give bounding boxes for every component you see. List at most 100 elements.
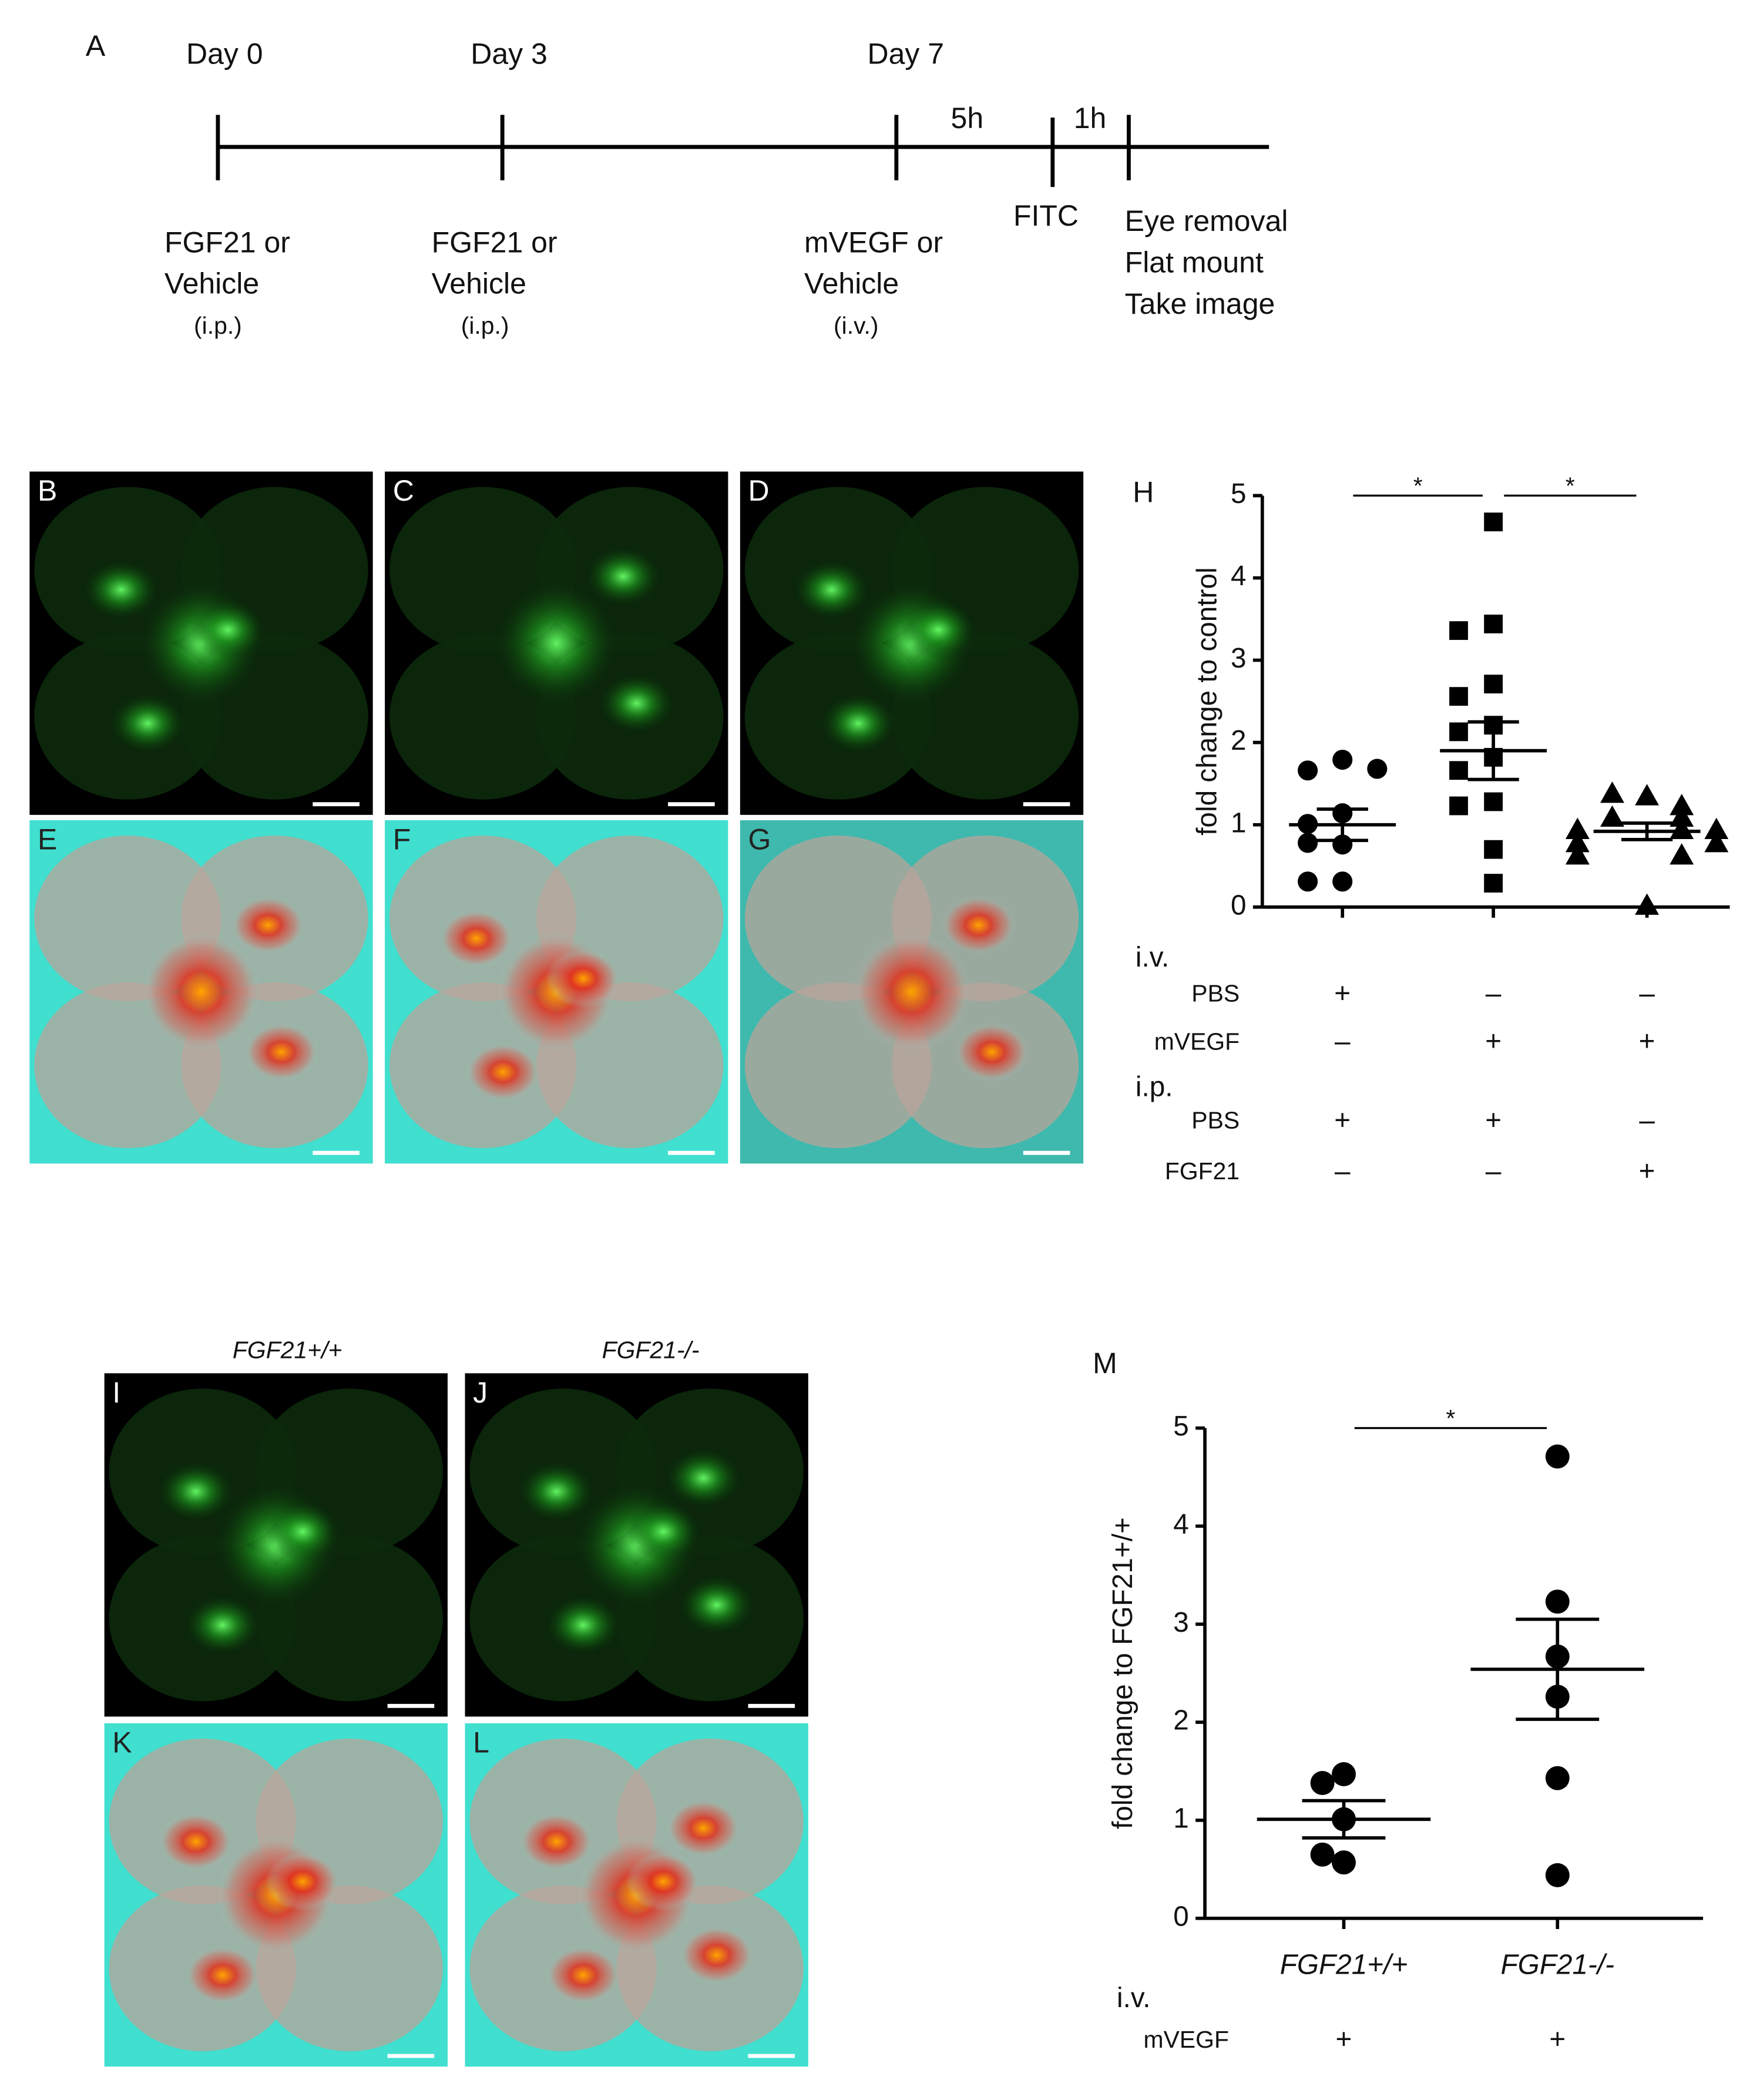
step-label: Vehicle xyxy=(804,267,899,300)
image-title: FGF21+/+ xyxy=(233,1337,342,1364)
condition-value: – xyxy=(1335,1026,1351,1057)
condition-value: + xyxy=(1334,1105,1351,1136)
vessel-signal xyxy=(821,694,896,753)
y-tick-label: 3 xyxy=(1173,1607,1189,1638)
vessel-signal xyxy=(586,547,661,606)
data-point xyxy=(1565,831,1590,853)
data-point xyxy=(1332,871,1353,892)
data-point xyxy=(1600,781,1624,803)
data-point xyxy=(1484,874,1503,893)
data-point xyxy=(1332,1850,1356,1875)
condition-group: i.v. xyxy=(1117,1982,1150,2014)
data-point xyxy=(1670,805,1694,827)
condition-label: mVEGF xyxy=(1144,2026,1229,2053)
data-point xyxy=(1298,760,1318,781)
condition-value: – xyxy=(1486,978,1502,1009)
data-point xyxy=(1565,817,1590,839)
vessel-signal xyxy=(666,1799,741,1858)
day-label: Day 7 xyxy=(867,38,944,71)
y-tick-label: 3 xyxy=(1231,643,1247,674)
retina-center xyxy=(141,931,261,1052)
y-tick-label: 0 xyxy=(1173,1901,1189,1932)
vessel-signal xyxy=(110,694,186,753)
vessel-signal xyxy=(158,1462,234,1521)
data-point xyxy=(1704,831,1729,853)
step-label: Flat mount xyxy=(1125,246,1264,279)
data-point xyxy=(1449,796,1468,816)
panel-label: M xyxy=(1093,1347,1117,1380)
condition-value: + xyxy=(1485,1026,1502,1057)
data-point xyxy=(1545,1589,1570,1614)
vessel-signal xyxy=(626,1502,701,1561)
vessel-signal xyxy=(519,1462,594,1521)
y-axis-label: fold change to FGF21+/+ xyxy=(1107,1517,1138,1829)
panel-label: I xyxy=(112,1376,120,1409)
step-label: FGF21 or xyxy=(432,226,557,259)
y-tick-label: 5 xyxy=(1173,1411,1189,1442)
step-label: (i.v.) xyxy=(834,312,878,339)
data-point xyxy=(1670,843,1694,865)
significance-label: * xyxy=(1566,472,1575,499)
vessel-signal xyxy=(546,1945,621,2005)
condition-value: + xyxy=(1336,2024,1352,2055)
data-point xyxy=(1449,687,1468,706)
y-tick-label: 4 xyxy=(1231,561,1247,592)
vessel-signal xyxy=(185,1945,260,2005)
condition-value: + xyxy=(1639,1156,1655,1187)
data-point xyxy=(1670,794,1694,816)
condition-value: + xyxy=(1549,2024,1566,2055)
panel-label: D xyxy=(748,474,770,507)
vessel-signal xyxy=(794,560,869,619)
vessel-signal xyxy=(190,600,266,659)
panel-label: G xyxy=(748,823,771,856)
data-point xyxy=(1298,871,1318,892)
day-label: Day 3 xyxy=(471,38,547,71)
day-label: Day 0 xyxy=(186,38,263,71)
vessel-signal xyxy=(158,1812,234,1871)
interval-label: 5h xyxy=(951,102,984,135)
y-tick-label: 2 xyxy=(1173,1705,1189,1736)
step-label: FGF21 or xyxy=(164,226,290,259)
data-point xyxy=(1484,512,1503,532)
data-point xyxy=(1298,833,1318,853)
data-point xyxy=(1484,792,1503,811)
step-label: Vehicle xyxy=(432,267,526,300)
y-tick-label: 0 xyxy=(1231,890,1247,921)
data-point xyxy=(1545,1766,1570,1790)
interval-label: 1h xyxy=(1074,102,1107,135)
condition-value: – xyxy=(1639,978,1655,1009)
data-point xyxy=(1635,784,1660,806)
panel-label: B xyxy=(38,474,57,507)
panel-label: A xyxy=(86,29,106,62)
data-point xyxy=(1635,893,1660,915)
vessel-signal xyxy=(439,909,514,968)
vessel-signal xyxy=(230,895,305,955)
condition-label: FGF21 xyxy=(1165,1158,1240,1185)
data-point xyxy=(1449,761,1468,780)
vessel-signal xyxy=(626,1852,701,1911)
data-point xyxy=(1310,1842,1335,1867)
y-tick-label: 4 xyxy=(1173,1509,1189,1540)
data-point xyxy=(1565,843,1590,865)
step-label: (i.p.) xyxy=(461,312,509,339)
vessel-signal xyxy=(941,895,1016,955)
panel-label: L xyxy=(473,1726,489,1759)
vessel-signal xyxy=(954,1022,1030,1082)
condition-label: PBS xyxy=(1191,1107,1240,1134)
condition-value: – xyxy=(1639,1105,1655,1136)
data-point xyxy=(1484,840,1503,859)
data-point xyxy=(1332,749,1353,770)
vessel-signal xyxy=(519,1812,594,1871)
x-tick-label: FGF21-/- xyxy=(1500,1949,1614,1980)
fitc-label: FITC xyxy=(1013,199,1079,232)
data-point xyxy=(1670,817,1694,839)
panel-label: F xyxy=(393,823,411,856)
significance-label: * xyxy=(1413,472,1423,499)
step-label: (i.p.) xyxy=(194,312,242,339)
condition-group: i.p. xyxy=(1136,1072,1173,1103)
vessel-signal xyxy=(465,1042,540,1102)
condition-label: PBS xyxy=(1191,980,1240,1007)
vessel-signal xyxy=(546,1595,621,1655)
data-point xyxy=(1310,1771,1335,1795)
